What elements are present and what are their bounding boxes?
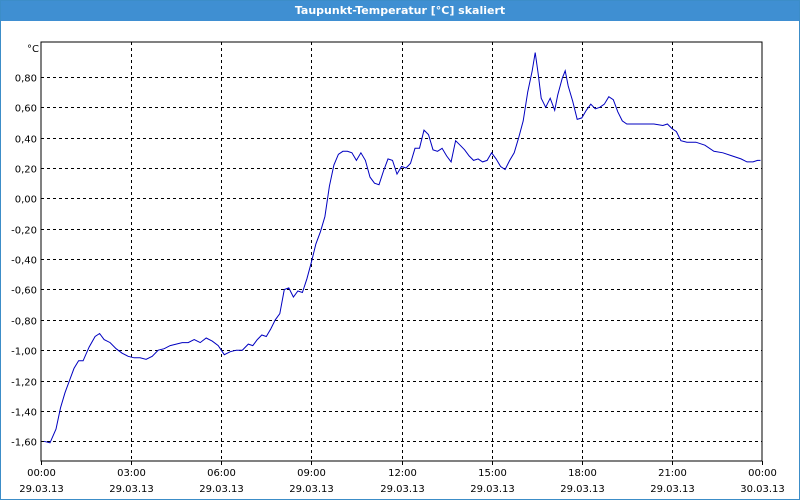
x-axis-ticks: 00:00 29.03.13 03:00 29.03.13 06:00 29.03.13 0… bbox=[19, 461, 785, 495]
plot-frame bbox=[40, 41, 763, 462]
window-title: Taupunkt-Temperatur [°C] skaliert bbox=[1, 1, 799, 21]
y-tick-label: -1,20 bbox=[11, 378, 37, 389]
x-tick-time: 00:00 bbox=[27, 468, 56, 479]
x-tick-time: 09:00 bbox=[297, 468, 326, 479]
y-tick-label: 0,20 bbox=[15, 165, 37, 176]
grid bbox=[41, 42, 762, 461]
y-tick-label: -0,40 bbox=[11, 256, 37, 267]
y-tick-label: -1,00 bbox=[11, 347, 37, 358]
x-tick-date: 29.03.13 bbox=[380, 484, 425, 495]
y-tick-label: -0,60 bbox=[11, 286, 37, 297]
x-tick-date: 29.03.13 bbox=[19, 484, 64, 495]
y-tick-label: -1,60 bbox=[11, 438, 37, 449]
y-tick-label: 0,80 bbox=[15, 74, 37, 85]
y-tick-label: -0,20 bbox=[11, 226, 37, 237]
x-tick-time: 12:00 bbox=[388, 468, 417, 479]
x-tick-date: 29.03.13 bbox=[650, 484, 695, 495]
x-tick-date: 29.03.13 bbox=[109, 484, 154, 495]
x-tick-time: 15:00 bbox=[478, 468, 507, 479]
y-axis-label: °C bbox=[27, 44, 39, 55]
x-tick-date: 29.03.13 bbox=[470, 484, 515, 495]
x-tick-time: 18:00 bbox=[568, 468, 597, 479]
x-tick-time: 00:00 bbox=[748, 468, 777, 479]
y-axis-ticks: 0,80 0,60 0,40 0,20 0,00 -0,20 -0,40 -0,60 -0,80… bbox=[11, 74, 37, 449]
x-tick-date: 29.03.13 bbox=[199, 484, 244, 495]
x-tick-date: 30.03.13 bbox=[740, 484, 785, 495]
y-tick-label: 0,00 bbox=[15, 195, 37, 206]
x-tick-time: 06:00 bbox=[207, 468, 236, 479]
x-tick-date: 29.03.13 bbox=[289, 484, 334, 495]
series-group bbox=[43, 52, 761, 444]
x-tick-date: 29.03.13 bbox=[560, 484, 605, 495]
y-tick-label: -1,40 bbox=[11, 408, 37, 419]
x-tick-time: 03:00 bbox=[117, 468, 146, 479]
y-tick-label: 0,40 bbox=[15, 135, 37, 146]
y-tick-label: -0,80 bbox=[11, 317, 37, 328]
x-tick-time: 21:00 bbox=[658, 468, 687, 479]
series-line bbox=[43, 52, 761, 444]
chart: 0,80 0,60 0,40 0,20 0,00 -0,20 -0,40 -0,60 -0,80… bbox=[11, 41, 785, 495]
y-tick-label: 0,60 bbox=[15, 104, 37, 115]
